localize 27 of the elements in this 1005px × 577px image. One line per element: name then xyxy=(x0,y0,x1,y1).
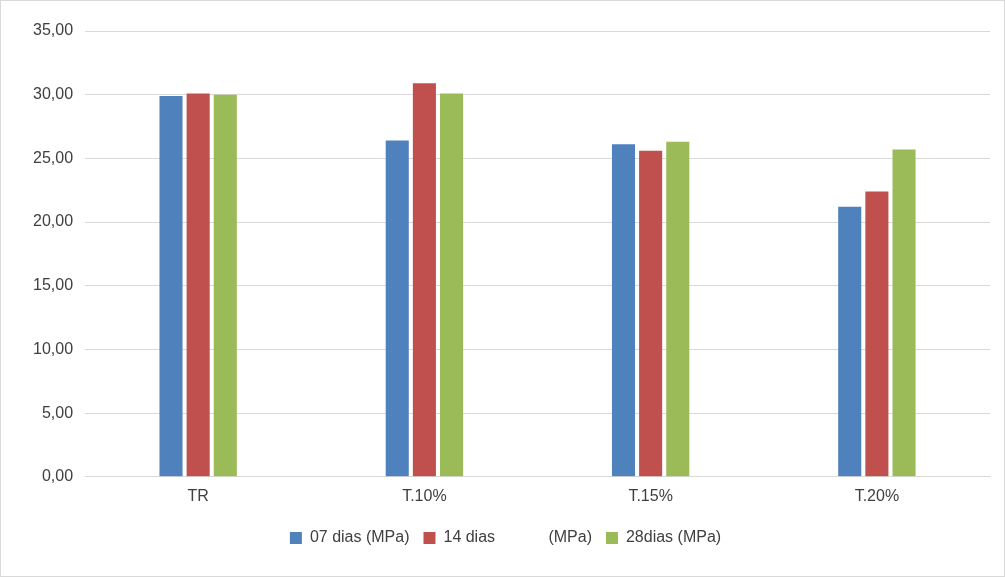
legend-label: 28dias (MPa) xyxy=(625,528,722,546)
y-tick-label: 25,00 xyxy=(32,148,74,166)
bar xyxy=(666,141,690,477)
bar xyxy=(213,94,237,477)
y-tick-label: 35,00 xyxy=(32,21,74,39)
y-tick-label: 10,00 xyxy=(32,339,74,357)
y-tick-label: 15,00 xyxy=(32,276,74,294)
y-tick-label: 5,00 xyxy=(41,403,74,421)
bar xyxy=(865,191,889,477)
bar xyxy=(440,93,464,477)
bar xyxy=(892,149,916,477)
x-tick-label: T.15% xyxy=(628,486,673,504)
bar xyxy=(159,95,183,477)
legend-label: 14 dias (MPa) xyxy=(443,528,592,546)
x-tick-label: T.10% xyxy=(402,486,447,504)
bar xyxy=(412,83,436,477)
bar xyxy=(385,140,409,477)
y-tick-label: 0,00 xyxy=(41,467,74,485)
bar xyxy=(838,206,862,477)
x-tick-label: T.20% xyxy=(854,486,900,504)
bar xyxy=(639,150,663,477)
y-tick-label: 20,00 xyxy=(32,212,74,230)
bar xyxy=(611,144,636,477)
x-tick-label: TR xyxy=(187,486,209,504)
legend-label: 07 dias (MPa) xyxy=(309,528,410,546)
y-tick-label: 30,00 xyxy=(32,85,74,103)
bar xyxy=(186,93,210,477)
